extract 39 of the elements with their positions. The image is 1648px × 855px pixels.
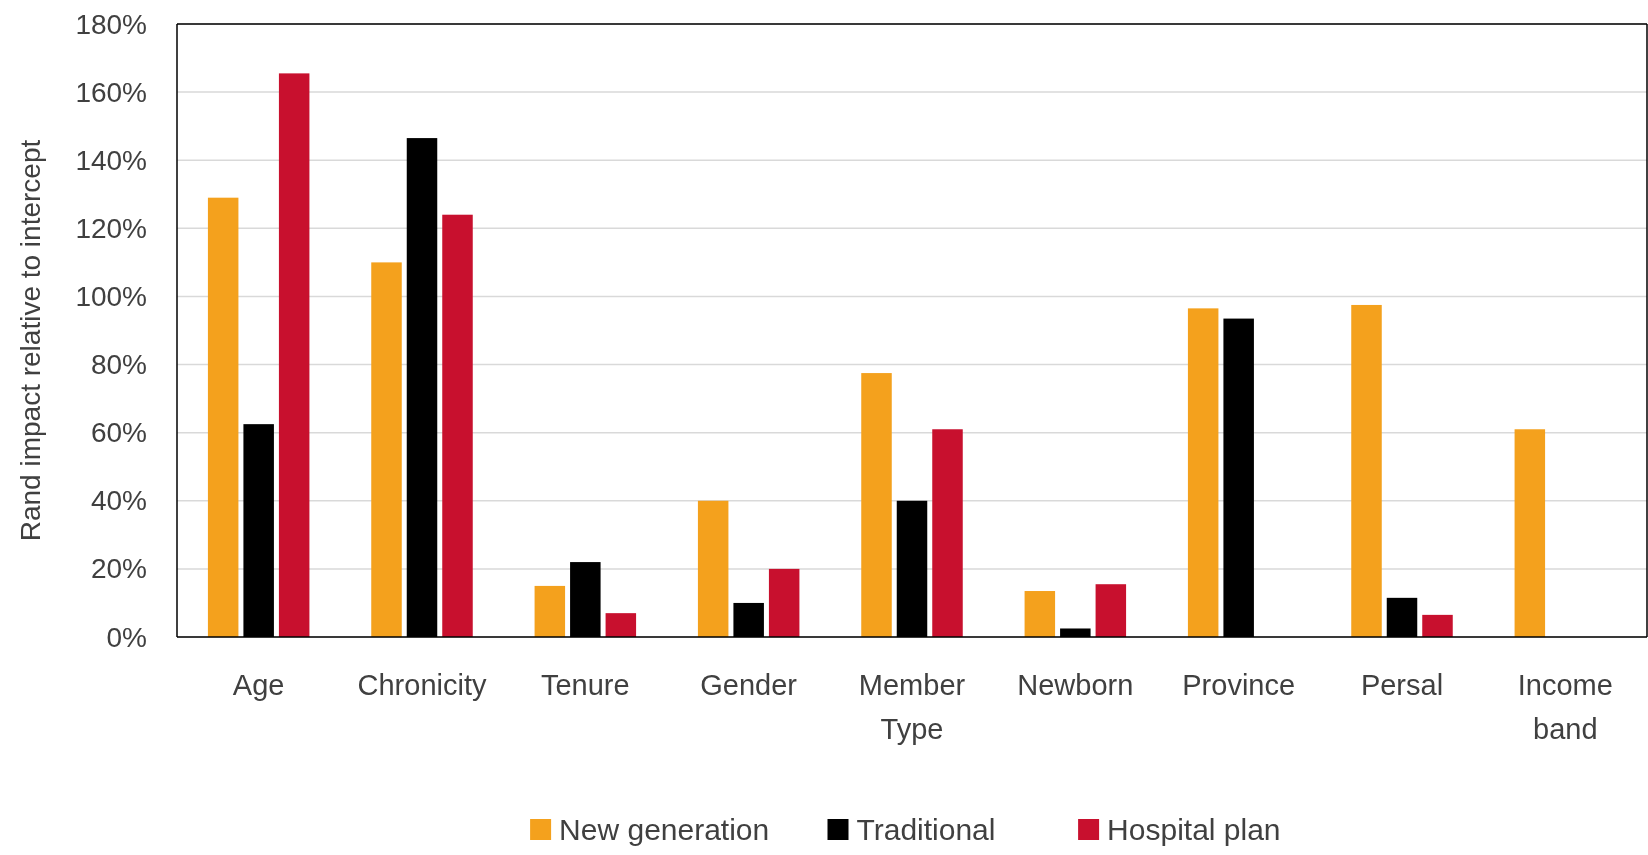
- legend-label: Traditional: [856, 813, 996, 846]
- y-tick-label: 180%: [75, 8, 147, 40]
- x-tick-label: Tenure: [541, 669, 630, 701]
- x-tick-label: Member Type: [858, 669, 966, 745]
- bar: [605, 613, 637, 637]
- y-tick-label: 80%: [90, 349, 147, 381]
- bar: [1095, 584, 1127, 637]
- bar: [442, 214, 473, 637]
- bar: [1514, 429, 1546, 637]
- bar: [207, 197, 239, 637]
- legend-label: New generation: [559, 813, 770, 846]
- bar: [861, 373, 892, 637]
- x-tick-label: Income band: [1517, 669, 1613, 745]
- bar: [768, 568, 800, 637]
- y-tick-label: 0%: [106, 621, 147, 653]
- x-tick-label: Province: [1182, 669, 1296, 701]
- x-tick-label: Newborn: [1017, 669, 1134, 701]
- x-tick-label: Gender: [700, 669, 798, 701]
- bar: [932, 429, 963, 637]
- bar: [278, 73, 310, 637]
- y-tick-label: 140%: [75, 144, 147, 176]
- legend-label: Hospital plan: [1107, 813, 1281, 846]
- y-axis-title: Rand impact relative to intercept: [15, 139, 46, 542]
- y-tick-label: 40%: [90, 485, 147, 517]
- y-tick-label: 20%: [90, 553, 147, 585]
- bar: [534, 585, 566, 637]
- bar: [1422, 614, 1453, 637]
- bar: [371, 262, 402, 637]
- y-tick-label: 120%: [75, 212, 147, 244]
- y-tick-label: 60%: [90, 417, 147, 449]
- y-tick-label: 100%: [75, 280, 147, 312]
- y-tick-label: 160%: [75, 76, 147, 108]
- bar: [1187, 308, 1219, 637]
- x-tick-label: Chronicity: [357, 669, 487, 701]
- bar: [1024, 591, 1056, 637]
- x-tick-label: Age: [232, 669, 285, 701]
- bar: [697, 500, 729, 637]
- x-tick-label: Persal: [1360, 669, 1444, 701]
- bar: [1351, 304, 1382, 637]
